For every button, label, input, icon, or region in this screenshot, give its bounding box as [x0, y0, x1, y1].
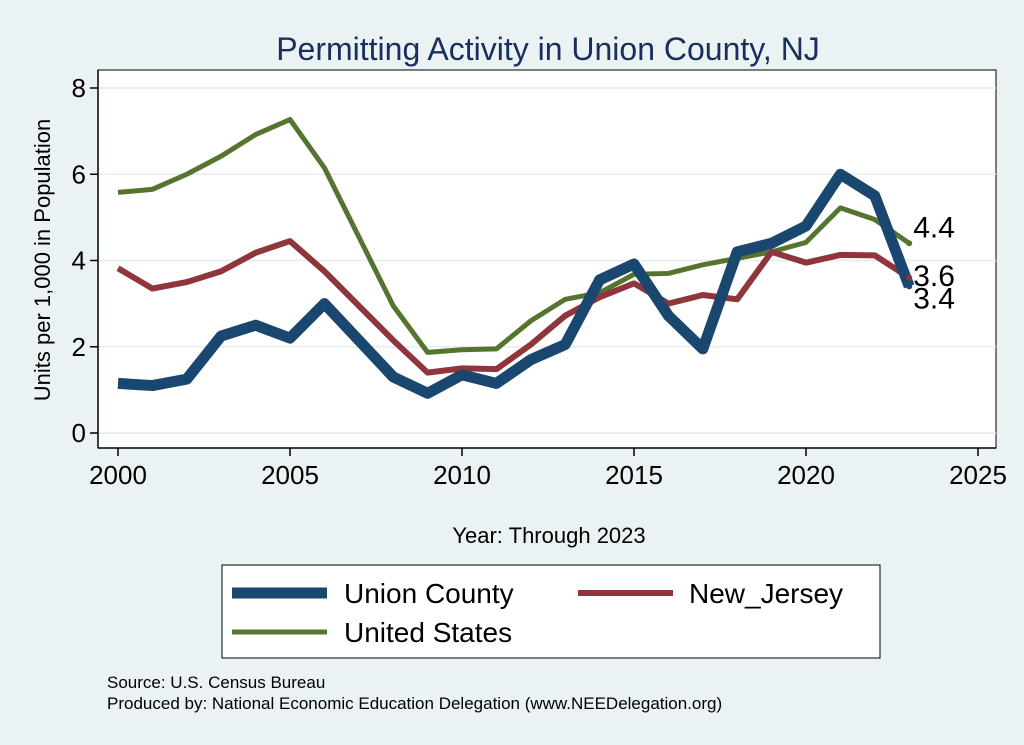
axes — [97, 70, 996, 449]
y-tick-label-4: 8 — [72, 73, 86, 103]
source-note: Source: U.S. Census Bureau — [107, 673, 325, 692]
x-axis-title: Year: Through 2023 — [452, 523, 645, 548]
series-line-union-county — [117, 168, 915, 399]
x-tick-label-0: 2000 — [89, 460, 147, 490]
legend-label-united-states: United States — [344, 617, 512, 648]
y-tick-label-3: 6 — [72, 159, 86, 189]
legend: Union County New_Jersey United States — [221, 564, 881, 659]
produced-by-note: Produced by: National Economic Education… — [107, 694, 722, 713]
plot-area — [97, 69, 997, 449]
end-label-0: 3.4 — [913, 282, 955, 315]
end-point-1 — [906, 274, 913, 281]
legend-box — [221, 564, 881, 659]
x-tick-label-3: 2015 — [605, 460, 663, 490]
y-tick-label-2: 4 — [72, 246, 86, 276]
y-axis-title: Units per 1,000 in Population — [30, 119, 55, 402]
x-tick-label-1: 2005 — [261, 460, 319, 490]
chart-title: Permitting Activity in Union County, NJ — [276, 31, 820, 67]
y-tick-label-1: 2 — [72, 332, 86, 362]
x-tick-label-5: 2025 — [949, 460, 1007, 490]
x-tick-label-2: 2010 — [433, 460, 491, 490]
end-label-2: 4.4 — [913, 211, 955, 244]
series-lines — [116, 116, 915, 399]
series-line-united-states — [117, 116, 911, 355]
series-line-new-jersey — [116, 238, 911, 376]
y-tick-label-0: 0 — [72, 418, 86, 448]
x-ticks: 2000 2005 2010 2015 2020 2025 — [89, 448, 1007, 490]
x-tick-label-4: 2020 — [777, 460, 835, 490]
end-labels: 3.43.6 4.4 — [906, 211, 955, 315]
y-ticks: 0 2 4 6 8 — [72, 73, 98, 448]
legend-label-new-jersey: New_Jersey — [689, 578, 843, 609]
legend-label-union-county: Union County — [344, 578, 514, 609]
end-label-1: 3.6 — [913, 260, 955, 293]
end-point-0 — [906, 283, 913, 290]
end-point-2 — [906, 240, 913, 247]
